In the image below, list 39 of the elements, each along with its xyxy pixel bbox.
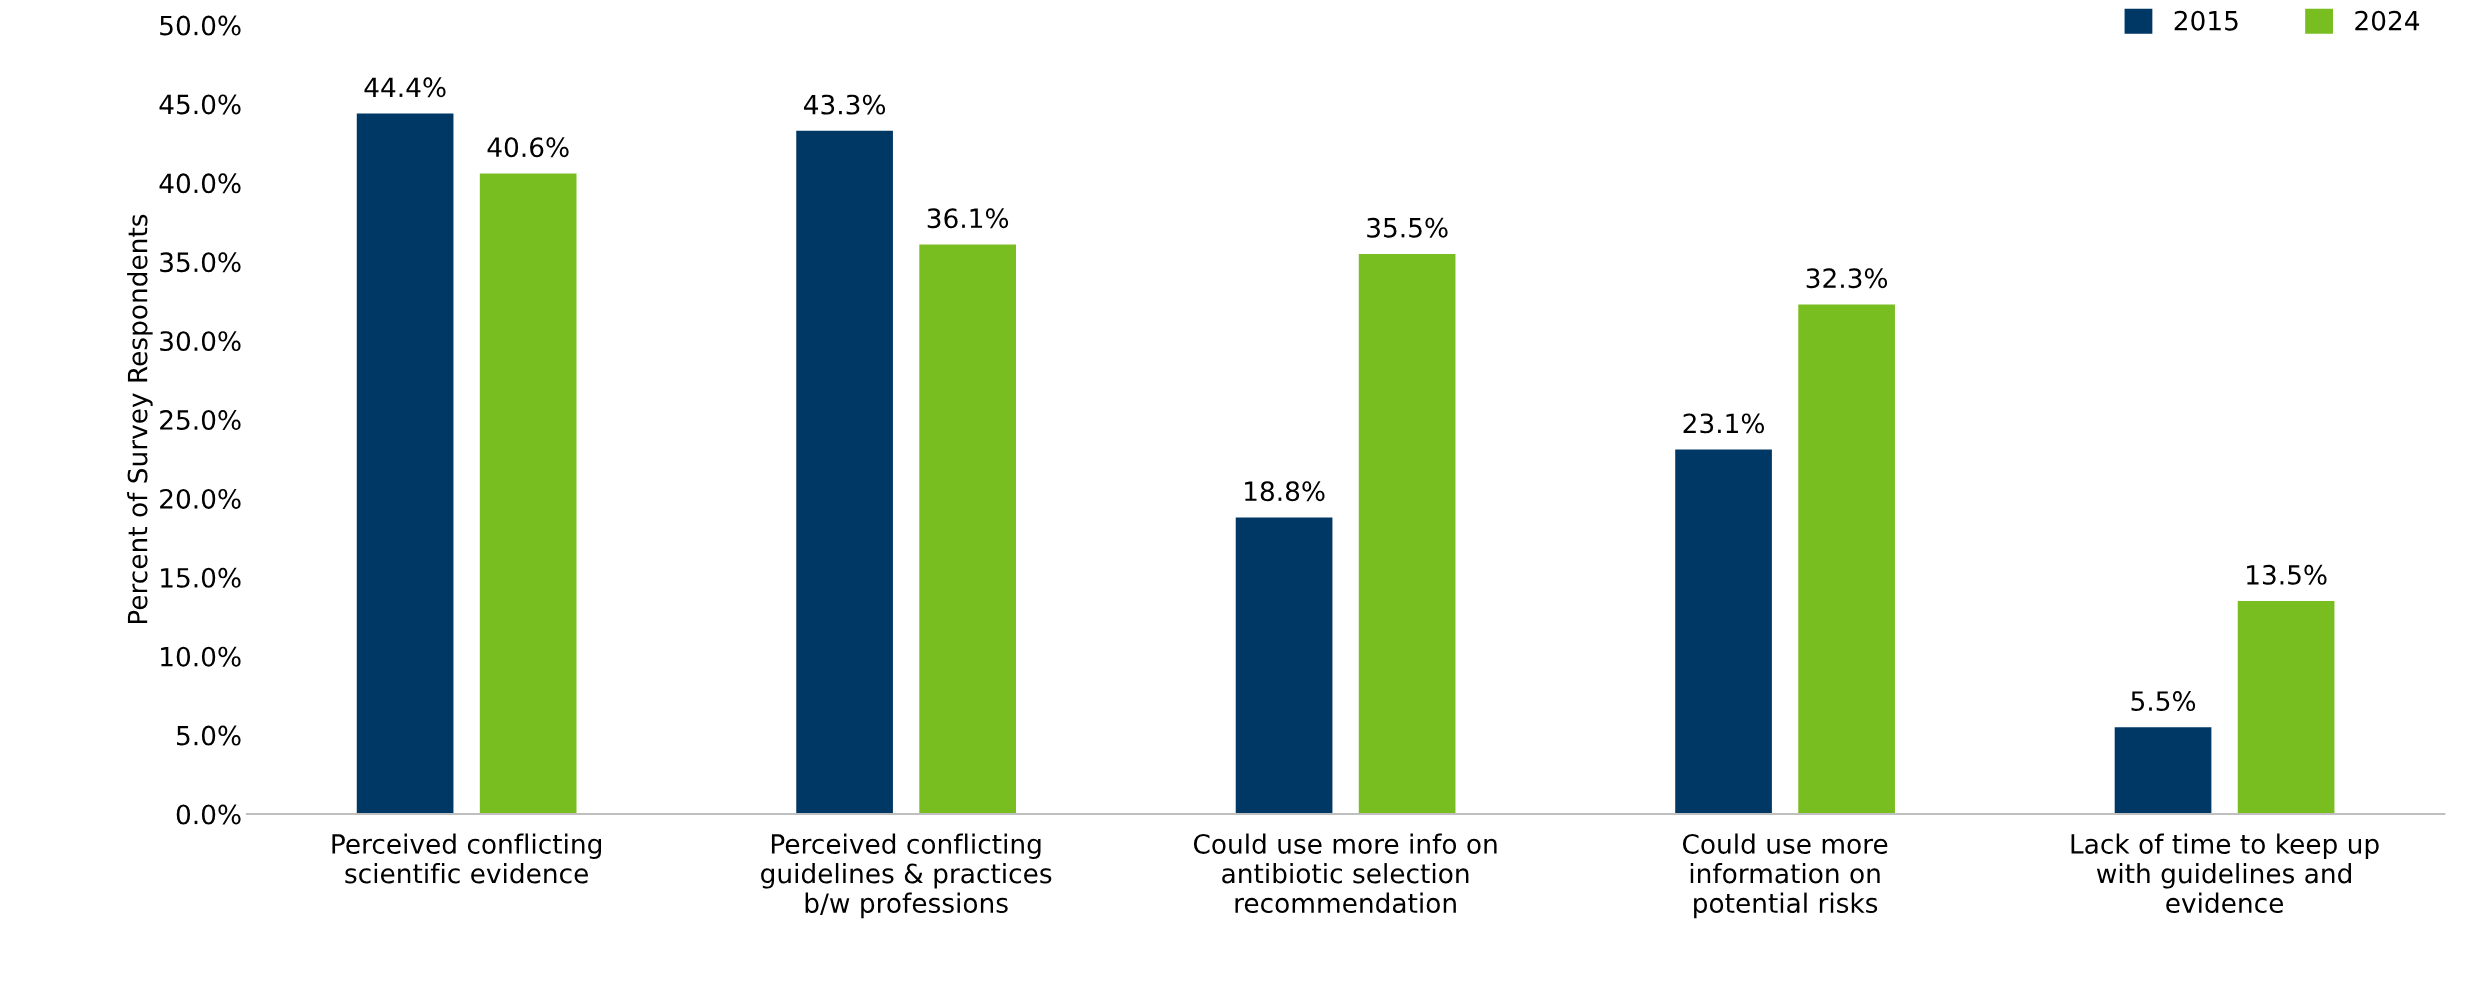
y-tick-label: 20.0% xyxy=(160,488,241,509)
y-tick-label: 25.0% xyxy=(160,410,241,430)
bar xyxy=(796,130,893,815)
bar xyxy=(1675,449,1772,815)
y-axis-title: Percent of Survey Respondents xyxy=(127,214,153,624)
y-tick-label: 50.0% xyxy=(160,15,241,36)
data-label: 5.5% xyxy=(2131,691,2196,712)
y-tick-label: 35.0% xyxy=(160,252,241,273)
bar xyxy=(2237,601,2335,815)
legend-label: 2015 xyxy=(2174,10,2238,31)
y-tick-label: 15.0% xyxy=(161,567,241,588)
data-label: 44.4% xyxy=(364,77,446,98)
x-tick-label: Could use more info on antibiotic selection recommendation xyxy=(1193,833,1497,914)
y-tick-label: 45.0% xyxy=(159,94,241,115)
bar xyxy=(1358,253,1456,815)
data-label: 18.8% xyxy=(1245,481,1325,502)
x-tick-label: Perceived conflicting scientific evidence xyxy=(332,833,601,884)
y-tick-label: 0.0% xyxy=(176,804,241,825)
x-tick-label: Perceived conflicting guidelines & practices b/w professions xyxy=(761,833,1052,919)
bar xyxy=(2114,727,2212,815)
bar xyxy=(1235,517,1333,815)
data-label: 13.5% xyxy=(2247,564,2327,585)
y-tick-label: 40.0% xyxy=(159,173,241,194)
data-label: 40.6% xyxy=(487,137,569,158)
data-label: 35.5% xyxy=(1367,217,1448,238)
bar xyxy=(479,173,577,815)
x-tick-label: Could use more information on potential risks xyxy=(1682,833,1888,919)
x-tick-label: Lack of time to keep up with guidelines and evidence xyxy=(2071,833,2379,914)
data-label: 43.3% xyxy=(803,94,886,115)
data-label: 32.3% xyxy=(1806,268,1888,289)
bar xyxy=(1798,304,1895,815)
bar xyxy=(919,244,1016,815)
bar xyxy=(356,113,454,815)
legend-label: 2024 xyxy=(2355,10,2420,31)
y-tick-label: 10.0% xyxy=(161,646,241,667)
y-tick-label: 5.0% xyxy=(177,725,241,746)
y-tick-label: 30.0% xyxy=(160,331,241,352)
data-label: 23.1% xyxy=(1683,413,1765,434)
data-label: 36.1% xyxy=(927,208,1009,229)
